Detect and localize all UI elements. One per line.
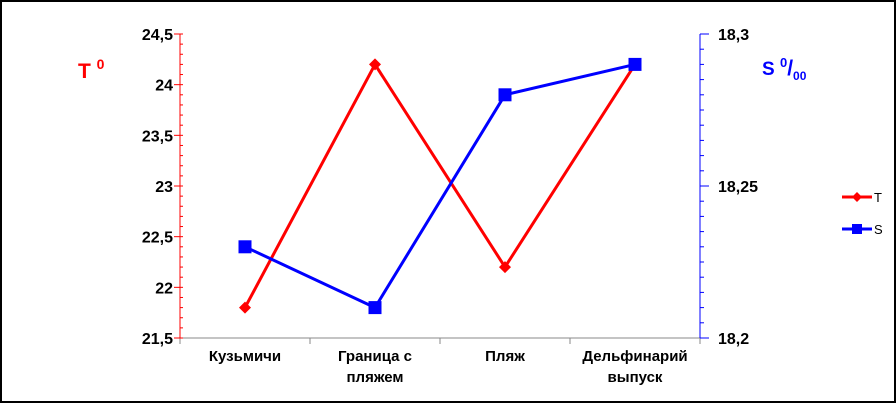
series-line-T [243, 62, 637, 309]
x-tick-label: Граница с пляжем [338, 348, 412, 386]
series-point-S [238, 240, 252, 254]
legend-label-S: S [874, 222, 883, 237]
y-right-axis-title-sub: 00 [793, 69, 807, 83]
y-left-tick-label: 24,5 [142, 27, 173, 44]
y-right-axis-title-main: S [762, 59, 780, 80]
series-line-S [244, 62, 636, 310]
x-tick-label: Кузьмичи [209, 348, 281, 365]
y-left-tick-label: 23 [155, 179, 173, 196]
y-right-tick-label: 18,2 [718, 331, 749, 348]
x-tick-label-line: выпуск [608, 369, 663, 386]
legend-marker-T [852, 192, 862, 202]
y-left-axis-title: T 0 [78, 56, 105, 83]
series-point-T [239, 301, 251, 314]
y-left-tick-label: 21,5 [142, 331, 173, 348]
y-right-tick-label: 18,25 [718, 179, 758, 196]
x-tick-label-line: Дельфинарий [582, 348, 687, 365]
series-point-S [628, 57, 642, 71]
series-point-T [499, 261, 511, 274]
y-left-axis-title-main: T [78, 60, 97, 83]
y-left-tick-label: 23,5 [142, 128, 173, 145]
y-right-tick-label: 18,3 [718, 27, 749, 44]
x-tick-label-line: Кузьмичи [209, 348, 281, 365]
y-left-tick-label: 22,5 [142, 230, 173, 247]
y-right-axis-title: S 0/00 [762, 55, 807, 83]
legend-label-T: T [874, 190, 882, 205]
y-right-axis-title-sup: 0 [780, 55, 787, 70]
y-left-axis-title-sup: 0 [97, 56, 105, 72]
y-left-tick-label: 24 [155, 78, 173, 95]
x-tick-label-line: пляжем [346, 369, 403, 386]
x-tick-label: Пляж [485, 348, 525, 365]
x-tick-label: Дельфинарий выпуск [582, 348, 687, 386]
x-tick-label-line: Граница с [338, 348, 412, 365]
series-point-S [498, 88, 512, 102]
legend-marker-S [852, 224, 862, 234]
y-right-axis-title-slash: / [787, 57, 793, 80]
x-tick-label-line: Пляж [485, 348, 525, 365]
series-point-S [368, 301, 382, 315]
y-left-tick-label: 22 [155, 280, 173, 297]
series-point-T [369, 58, 381, 71]
